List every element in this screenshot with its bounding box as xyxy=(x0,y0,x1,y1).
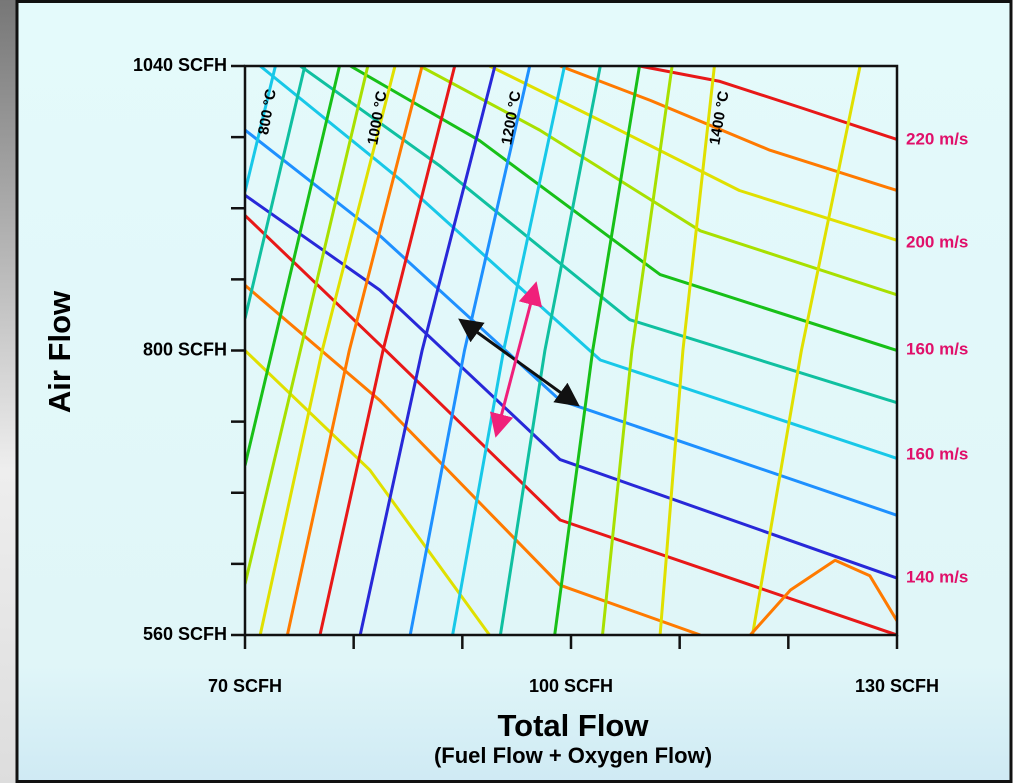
y-tick-label: 800 SCFH xyxy=(143,339,227,359)
left-strip xyxy=(0,0,16,783)
plot-area xyxy=(245,66,897,635)
velocity-label: 140 m/s xyxy=(906,567,968,586)
y-tick-label: 560 SCFH xyxy=(143,624,227,644)
contour-line xyxy=(245,66,277,193)
velocity-label: 200 m/s xyxy=(906,232,968,251)
contour-line xyxy=(318,66,457,635)
arrow xyxy=(489,281,543,438)
contour-line xyxy=(601,66,674,635)
contour-line xyxy=(285,66,424,635)
velocity-label: 160 m/s xyxy=(906,444,968,463)
x-axis-title: Total Flow xyxy=(498,708,650,743)
contour-line xyxy=(258,66,397,635)
y-axis-title: Air Flow xyxy=(42,290,77,413)
contour-line xyxy=(358,66,497,635)
contour-line xyxy=(245,284,701,635)
velocity-label: 220 m/s xyxy=(906,129,968,148)
contour-line xyxy=(559,66,897,192)
contour-line xyxy=(553,66,641,635)
contour-line xyxy=(245,349,491,635)
contour-line xyxy=(245,214,897,635)
contour-line xyxy=(349,66,897,352)
contour-line xyxy=(245,66,307,319)
contour-line xyxy=(245,66,341,466)
contour-line xyxy=(488,66,897,242)
y-tick-label: 1040 SCFH xyxy=(133,55,227,75)
contour-line xyxy=(658,66,716,635)
contour-line xyxy=(259,66,897,460)
x-tick-label: 130 SCFH xyxy=(855,676,939,696)
contour-line xyxy=(751,66,862,635)
contour-line xyxy=(749,558,897,635)
contour-line xyxy=(299,66,897,405)
x-axis-subtitle: (Fuel Flow + Oxygen Flow) xyxy=(434,743,712,768)
contour-line xyxy=(245,66,370,585)
x-tick-label: 70 SCFH xyxy=(208,676,282,696)
x-tick-label: 100 SCFH xyxy=(529,676,613,696)
velocity-label: 160 m/s xyxy=(906,339,968,358)
